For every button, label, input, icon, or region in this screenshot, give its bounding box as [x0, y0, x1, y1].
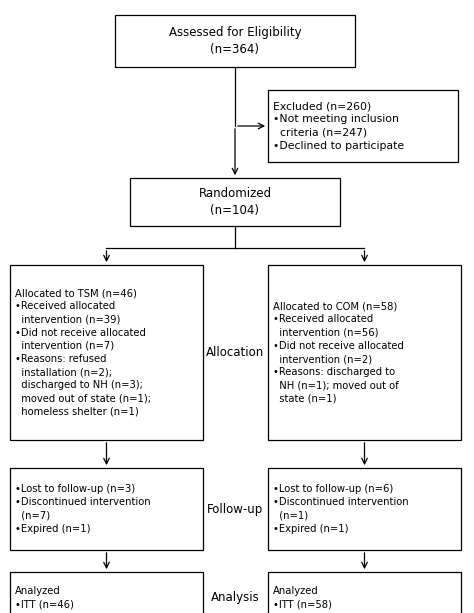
Text: Randomized
(n=104): Randomized (n=104)	[199, 187, 272, 217]
Bar	[10, 572, 203, 613]
Bar	[10, 468, 203, 550]
Text: •Lost to follow-up (n=6)
•Discontinued intervention
  (n=1)
•Expired (n=1): •Lost to follow-up (n=6) •Discontinued i…	[273, 484, 409, 534]
Text: Analysis: Analysis	[210, 592, 259, 604]
Text: Follow-up: Follow-up	[207, 503, 263, 516]
Text: Excluded (n=260)
•Not meeting inclusion
  criteria (n=247)
•Declined to particip: Excluded (n=260) •Not meeting inclusion …	[273, 101, 404, 151]
Bar	[268, 90, 458, 162]
Bar	[268, 572, 461, 613]
Bar	[268, 265, 461, 440]
Bar	[115, 15, 355, 67]
Bar	[268, 468, 461, 550]
Bar	[10, 265, 203, 440]
Text: Assessed for Eligibility
(n=364): Assessed for Eligibility (n=364)	[169, 26, 301, 56]
Text: Analyzed
•ITT (n=58): Analyzed •ITT (n=58)	[273, 587, 332, 609]
Bar	[130, 178, 340, 226]
Text: •Lost to follow-up (n=3)
•Discontinued intervention
  (n=7)
•Expired (n=1): •Lost to follow-up (n=3) •Discontinued i…	[15, 484, 151, 534]
Text: Allocation: Allocation	[206, 346, 264, 359]
Text: Analyzed
•ITT (n=46): Analyzed •ITT (n=46)	[15, 587, 74, 609]
Text: Allocated to TSM (n=46)
•Received allocated
  intervention (n=39)
•Did not recei: Allocated to TSM (n=46) •Received alloca…	[15, 288, 151, 417]
Text: Allocated to COM (n=58)
•Received allocated
  intervention (n=56)
•Did not recei: Allocated to COM (n=58) •Received alloca…	[273, 302, 404, 404]
